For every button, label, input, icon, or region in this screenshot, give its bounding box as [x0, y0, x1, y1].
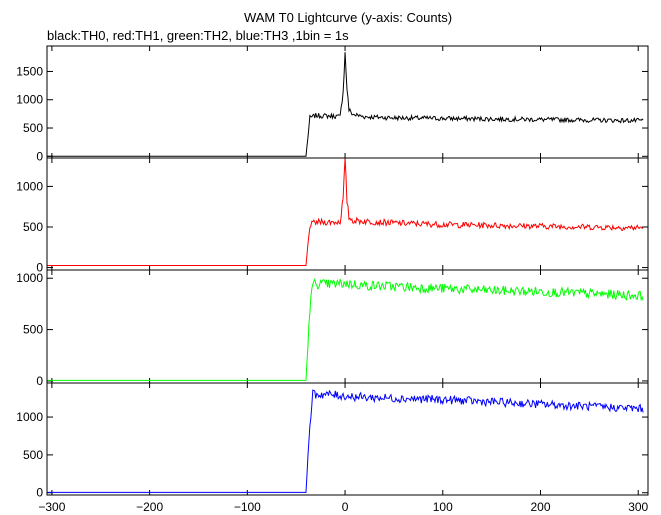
panel-frame [46, 269, 649, 384]
x-tick-label: −100 [234, 500, 261, 514]
chart-subtitle: black:TH0, red:TH1, green:TH2, blue:TH3 … [47, 28, 349, 43]
y-tick-label: 500 [23, 121, 43, 135]
x-tick-label: −300 [38, 500, 65, 514]
panel-th3: 0 500 1000 [16, 382, 649, 500]
y-tick-label: 500 [23, 448, 43, 462]
x-axis-ticks: −300 −200 −100 0 100 200 300 [38, 500, 648, 514]
y-tick-label: 1000 [16, 410, 43, 424]
y-tick-label: 1000 [16, 179, 43, 193]
series-line-th0 [47, 52, 644, 157]
y-tick-label: 0 [36, 486, 43, 500]
panel-th0: 0 500 1000 1500 [16, 45, 649, 163]
y-tick-label: 1000 [16, 271, 43, 285]
panel-th1: 0 500 1000 [16, 157, 649, 275]
series-line-th1 [47, 157, 644, 267]
x-tick-label: 100 [433, 500, 453, 514]
x-tick-label: 200 [530, 500, 550, 514]
panel-frame [46, 157, 649, 271]
series-line-th2 [47, 277, 644, 381]
y-tick-label: 1500 [16, 64, 43, 78]
y-tick-label: 500 [23, 323, 43, 337]
y-tick-label: 0 [36, 261, 43, 275]
y-tick-label: 0 [36, 149, 43, 163]
y-tick-label: 0 [36, 374, 43, 388]
y-tick-label: 1000 [16, 93, 43, 107]
chart-title: WAM T0 Lightcurve (y-axis: Counts) [244, 10, 452, 25]
x-tick-label: 300 [628, 500, 648, 514]
panel-frame [46, 382, 649, 496]
y-tick-label: 500 [23, 220, 43, 234]
x-tick-label: 0 [342, 500, 349, 514]
x-tick-label: −200 [136, 500, 163, 514]
panel-frame [46, 45, 649, 159]
series-line-th3 [47, 389, 644, 493]
panel-th2: 0 500 1000 [16, 269, 649, 388]
